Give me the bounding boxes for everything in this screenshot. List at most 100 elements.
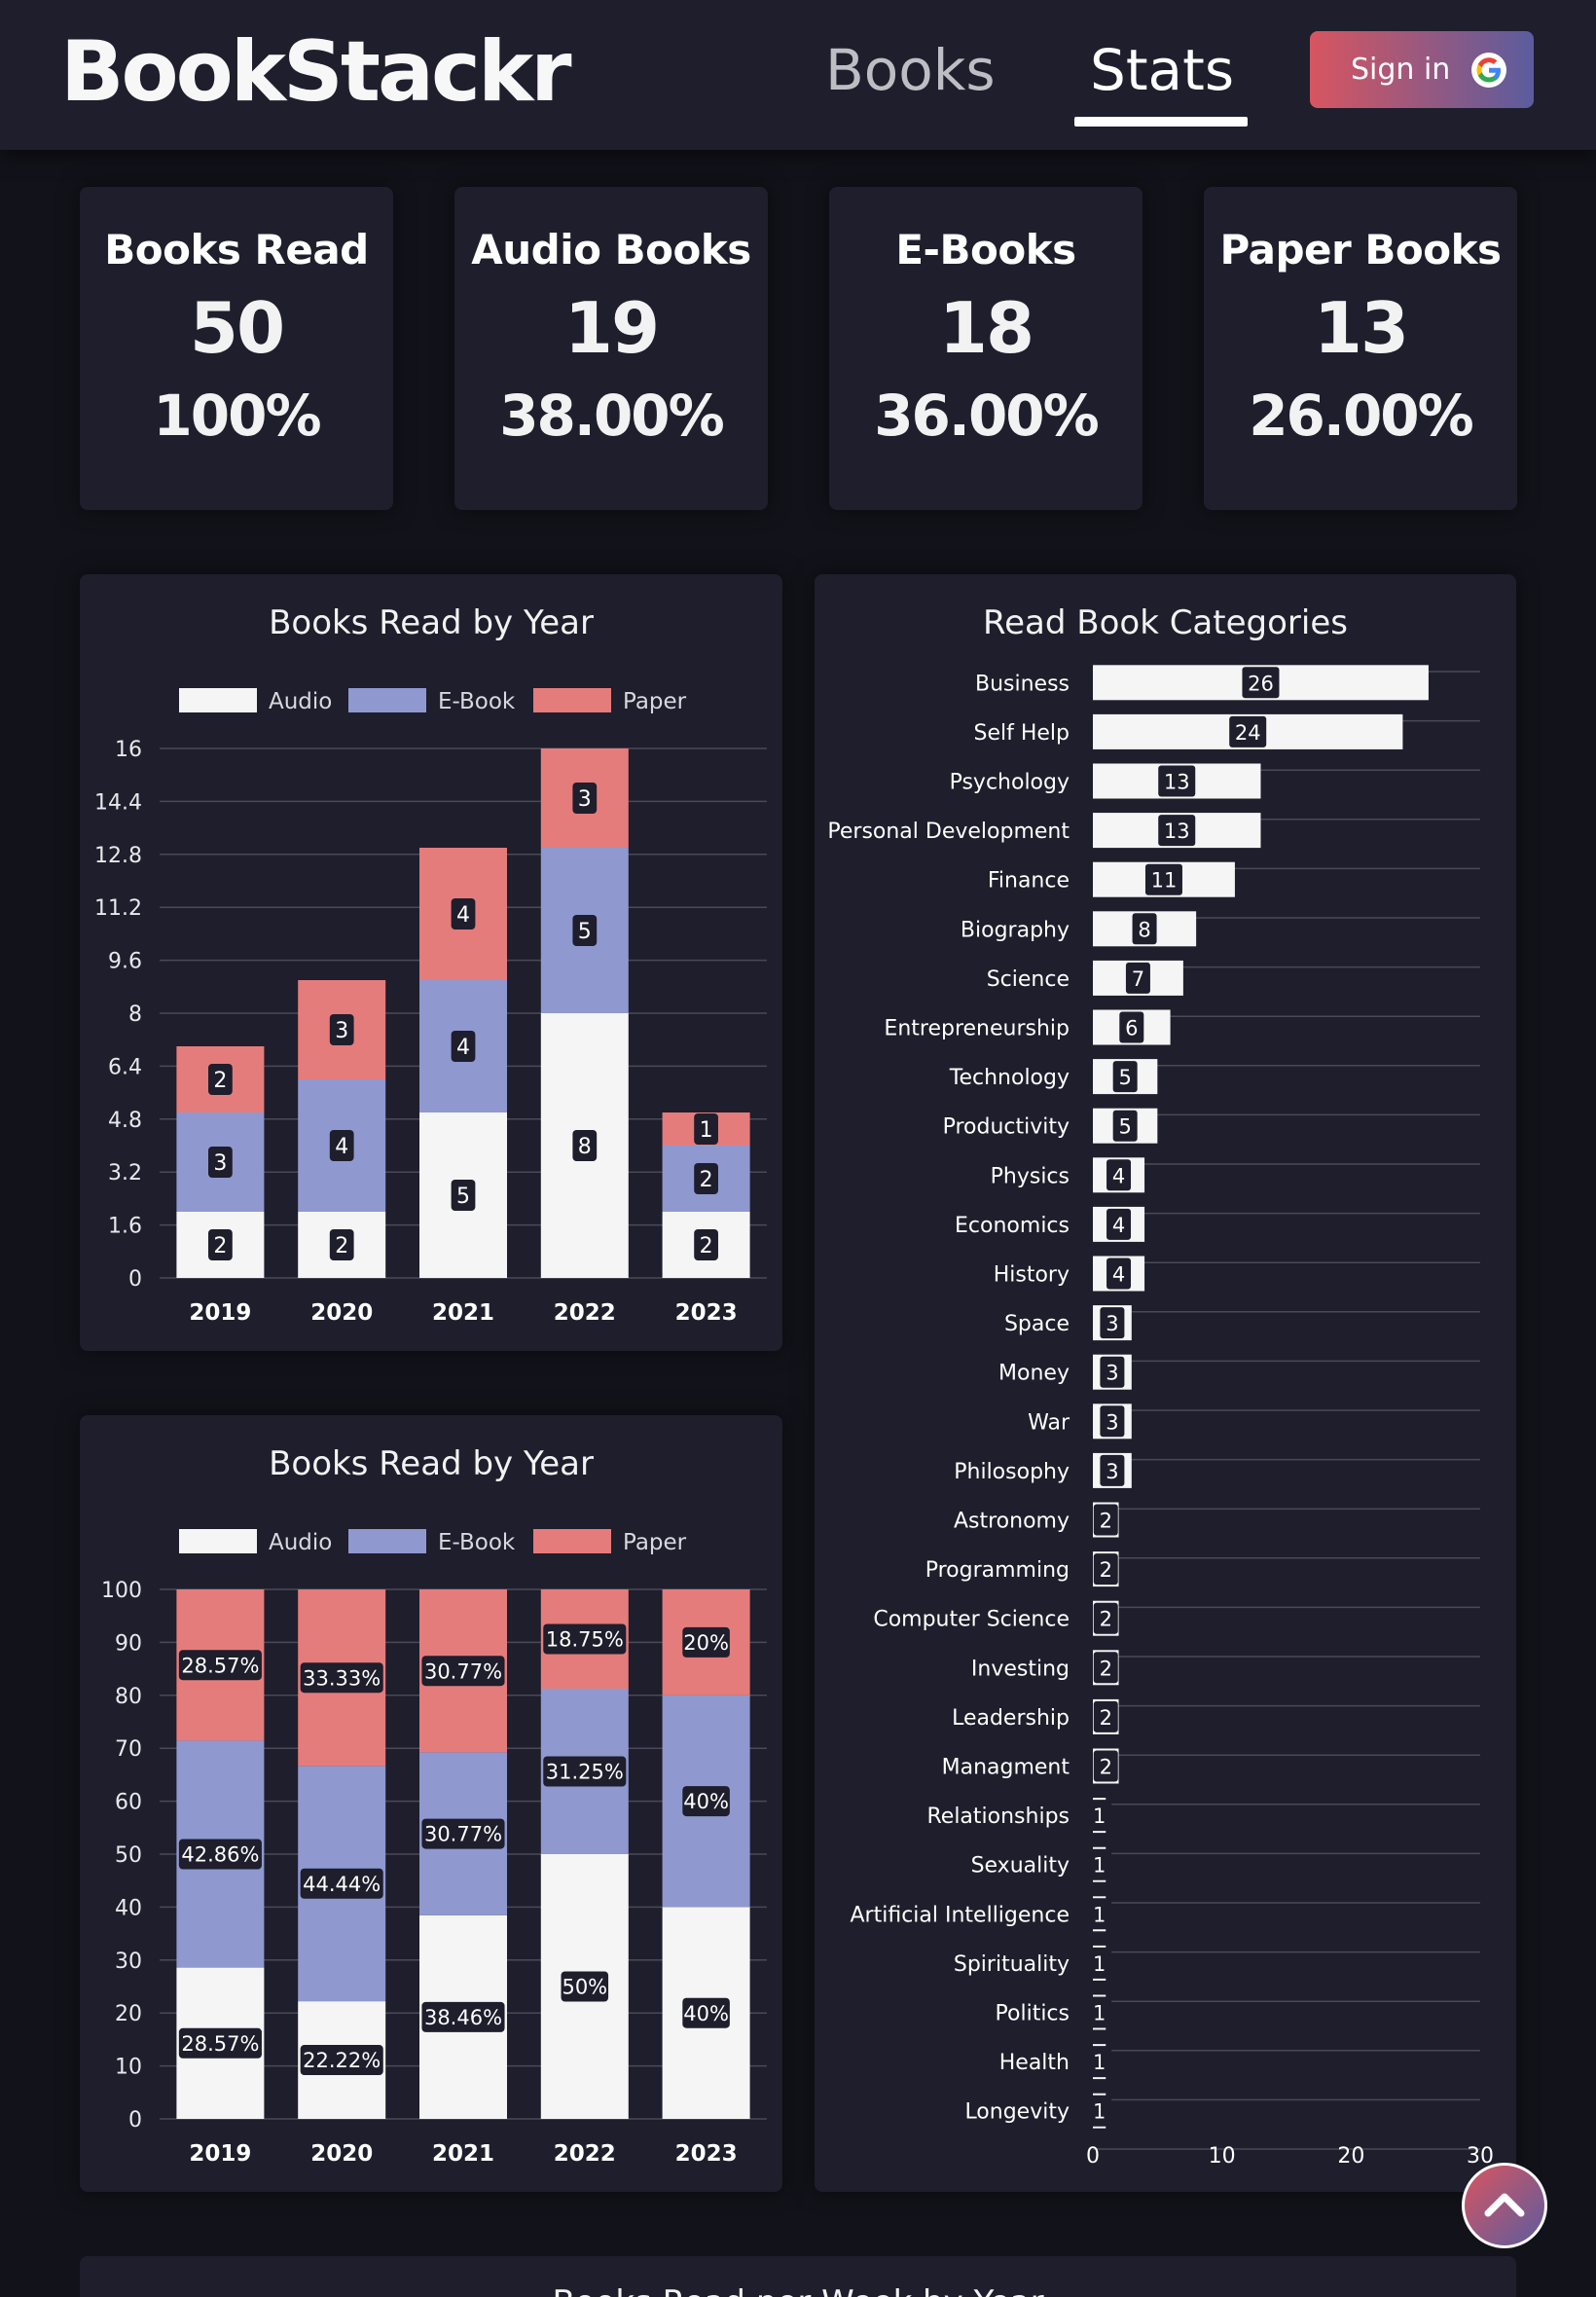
category-label: Science [987, 967, 1070, 992]
data-label-box [543, 1623, 627, 1655]
scroll-to-top-button[interactable] [1462, 2163, 1547, 2248]
y-tick-label: 4.8 [108, 1109, 142, 1133]
data-label-box [178, 1839, 262, 1870]
legend-swatch [179, 688, 257, 712]
chart-title: Books Read by Year [269, 1444, 594, 1483]
stat-value: 18 [938, 287, 1034, 369]
y-tick-label: 100 [101, 1579, 142, 1603]
category-label: Investing [971, 1657, 1070, 1681]
data-label-box [1087, 1848, 1112, 1880]
category-label: Leadership [952, 1706, 1070, 1731]
stat-card-e-books: E-Books 18 36.00% [829, 187, 1143, 510]
data-label: 7 [1132, 967, 1144, 991]
data-label-box [694, 1163, 718, 1194]
data-label: 4 [1112, 1214, 1125, 1237]
books-by-year-percent-card: Books Read by Year Audio E-Book Paper 0 10 20… [80, 1415, 782, 2192]
data-label: 2 [213, 1234, 227, 1258]
data-label: 50% [562, 1976, 607, 1999]
data-label-box [1242, 667, 1280, 699]
brand-logo[interactable]: BookStackr [60, 23, 572, 121]
category-label: Psychology [950, 771, 1070, 795]
books-by-year-count-chart: Audio E-Book Paper 0 1.6 3.2 4.8 6.4 8 9.6 11.2 12.… [94, 688, 767, 1326]
data-label-box [1087, 1947, 1112, 1979]
category-label: Economics [955, 1214, 1070, 1238]
data-label: 13 [1164, 771, 1190, 794]
category-label: Productivity [943, 1115, 1070, 1140]
category-label: Spirituality [954, 1952, 1070, 1977]
data-label: 1 [1093, 2100, 1106, 2124]
data-label: 20% [683, 1631, 729, 1655]
data-label: 6 [1125, 1017, 1138, 1040]
x-tick-label: 2021 [432, 1300, 494, 1326]
data-label: 2 [1100, 1510, 1112, 1533]
data-label-box [1144, 863, 1182, 895]
category-label: Health [999, 2051, 1070, 2075]
nav-tab-books[interactable]: Books [825, 37, 996, 103]
data-label-box [421, 1818, 505, 1849]
category-label: Space [1004, 1312, 1070, 1336]
data-label: 3 [1106, 1460, 1118, 1483]
x-tick-label: 2019 [189, 1300, 251, 1326]
data-label: 30.77% [424, 1823, 502, 1846]
y-tick-label: 80 [115, 1685, 142, 1709]
data-label-box [1087, 2095, 1112, 2127]
chart-title: Books Read by Year [269, 603, 594, 642]
data-label: 30.77% [424, 1659, 502, 1683]
data-label: 8 [1138, 918, 1150, 941]
data-label: 40% [683, 2002, 729, 2025]
stat-percent: 100% [153, 383, 321, 449]
data-label-box [694, 1113, 718, 1145]
data-label: 40% [683, 1790, 729, 1813]
category-label: Self Help [973, 721, 1070, 746]
data-label: 4 [1112, 1164, 1125, 1187]
data-label: 2 [1100, 1608, 1112, 1631]
data-label: 2 [700, 1234, 713, 1258]
sign-in-button[interactable]: Sign in [1310, 31, 1534, 108]
data-label-box [1112, 1061, 1138, 1093]
category-label: Astronomy [954, 1510, 1070, 1534]
data-label-box [1093, 1700, 1118, 1732]
data-label-box [1100, 1307, 1125, 1339]
x-tick-label: 20 [1337, 2144, 1364, 2169]
data-label-box [1158, 815, 1196, 847]
data-label: 28.57% [181, 2032, 259, 2056]
data-label: 4 [456, 1036, 470, 1060]
category-label: Entrepreneurship [884, 1017, 1070, 1041]
data-label-box [208, 1064, 233, 1095]
legend-swatch [179, 1529, 257, 1553]
x-tick-label: 2021 [432, 2141, 494, 2167]
data-label: 3 [1106, 1312, 1118, 1335]
data-label: 1 [1093, 1805, 1106, 1828]
category-label: Programming [925, 1558, 1070, 1583]
y-tick-label: 14.4 [94, 790, 142, 815]
data-label-box [682, 1626, 730, 1658]
data-label: 28.57% [181, 1654, 259, 1677]
chart-title: Books Read per Week by Year [80, 2283, 1516, 2297]
data-label-box [572, 1130, 598, 1161]
nav-tab-stats[interactable]: Stats [1090, 37, 1235, 103]
y-tick-label: 16 [115, 738, 142, 762]
data-label-box [1125, 962, 1150, 994]
data-label-box [451, 1180, 476, 1211]
x-tick-label: 2022 [554, 1300, 616, 1326]
x-tick-label: 2019 [189, 2141, 251, 2167]
stat-label: E-Books [895, 226, 1076, 273]
data-label: 11 [1151, 869, 1178, 893]
legend-label: Audio [269, 689, 332, 714]
data-label: 22.22% [303, 2049, 381, 2072]
data-label-box [1093, 1652, 1118, 1684]
x-tick-label: 2020 [310, 1300, 373, 1326]
books-by-year-percent-chart: Audio E-Book Paper 0 10 20 30 40 50 60 70 80 90 100 28… [101, 1529, 767, 2167]
data-label-box [329, 1130, 354, 1161]
data-label: 24 [1235, 721, 1261, 745]
data-label-box [1100, 1356, 1125, 1388]
data-label: 3 [1106, 1362, 1118, 1385]
y-tick-label: 0 [128, 1267, 142, 1292]
category-label: War [1028, 1410, 1070, 1435]
data-label: 33.33% [303, 1666, 381, 1690]
category-label: Physics [991, 1164, 1070, 1188]
category-label: Business [975, 672, 1070, 696]
x-tick-label: 2023 [675, 2141, 738, 2167]
data-label-box [1229, 715, 1267, 747]
x-tick-label: 10 [1209, 2144, 1236, 2169]
